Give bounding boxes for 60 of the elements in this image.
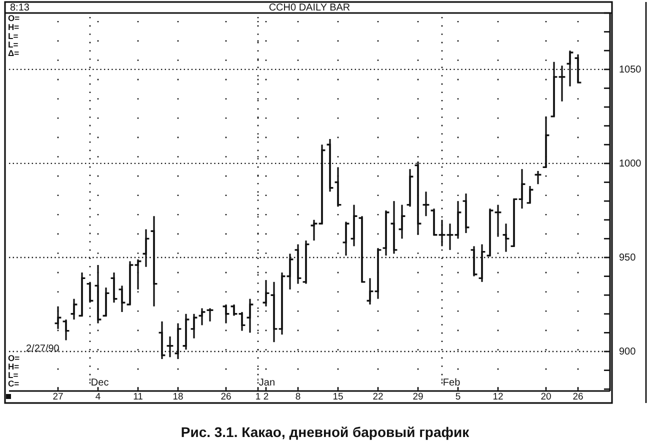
candlestick bbox=[102, 286, 110, 317]
annotation: 'Feb bbox=[441, 378, 461, 388]
candlestick bbox=[278, 272, 286, 336]
candlestick bbox=[198, 307, 206, 326]
x-tick-label: 8 bbox=[295, 392, 301, 402]
candlestick bbox=[310, 219, 318, 242]
y-tick-label: 1000 bbox=[619, 158, 642, 170]
y-tick-label: 900 bbox=[619, 346, 636, 358]
x-tick-label: 18 bbox=[172, 392, 184, 402]
text: Рис. 3.1. Какао, дневной баровый график bbox=[180, 424, 470, 440]
candlestick bbox=[374, 247, 382, 300]
x-tick-label: 1 bbox=[255, 392, 261, 402]
candlestick bbox=[398, 204, 406, 240]
x-tick-label: 11 bbox=[133, 392, 143, 402]
candlestick bbox=[78, 272, 86, 317]
text: H= bbox=[8, 22, 20, 32]
candlestick bbox=[126, 260, 134, 306]
text: 8:13 bbox=[10, 2, 30, 14]
candlestick bbox=[302, 240, 310, 285]
candlestick bbox=[518, 168, 526, 210]
candlestick bbox=[246, 298, 254, 334]
text: O= bbox=[8, 353, 20, 363]
y-tick-label: 1050 bbox=[619, 64, 642, 76]
x-tick-label: 5 bbox=[455, 392, 461, 402]
text: O= bbox=[8, 13, 20, 23]
x-tick-label: 22 bbox=[372, 392, 384, 402]
text: L= bbox=[8, 31, 18, 41]
chart-title: CCH0 DAILY BAR bbox=[268, 2, 350, 14]
annotation: 'Dec bbox=[89, 378, 109, 388]
text: Δ= bbox=[8, 48, 20, 58]
text: C= bbox=[8, 378, 20, 388]
candlestick bbox=[510, 198, 518, 248]
candlestick bbox=[70, 298, 78, 320]
candlestick bbox=[366, 277, 374, 306]
candlestick bbox=[406, 168, 414, 208]
x-tick-label: 20 bbox=[540, 392, 552, 402]
annotation: 'Jan bbox=[257, 378, 276, 388]
text: L= bbox=[8, 40, 18, 50]
x-tick-label: 27 bbox=[52, 392, 64, 402]
candlestick bbox=[262, 279, 270, 308]
x-tick-label: 29 bbox=[412, 392, 424, 402]
x-tick-label: 2 bbox=[263, 392, 269, 402]
candlestick bbox=[342, 220, 350, 256]
candlestick bbox=[446, 222, 454, 251]
candlestick bbox=[350, 204, 358, 247]
x-tick-label: 4 bbox=[95, 392, 101, 402]
candlestick bbox=[190, 313, 198, 340]
candlestick bbox=[526, 185, 534, 204]
x-tick-label: 26 bbox=[220, 392, 232, 402]
candlestick bbox=[142, 228, 150, 268]
text: H= bbox=[8, 362, 20, 372]
x-tick-label: 15 bbox=[332, 392, 344, 402]
candlestick bbox=[182, 313, 190, 350]
x-tick-label: 26 bbox=[572, 392, 584, 402]
annotation: 2/27/90 bbox=[26, 344, 60, 354]
text: L= bbox=[8, 370, 18, 380]
x-tick-label: 12 bbox=[492, 392, 504, 402]
candlestick bbox=[454, 200, 462, 240]
candlestick bbox=[438, 219, 446, 247]
y-tick-label: 950 bbox=[619, 252, 636, 264]
